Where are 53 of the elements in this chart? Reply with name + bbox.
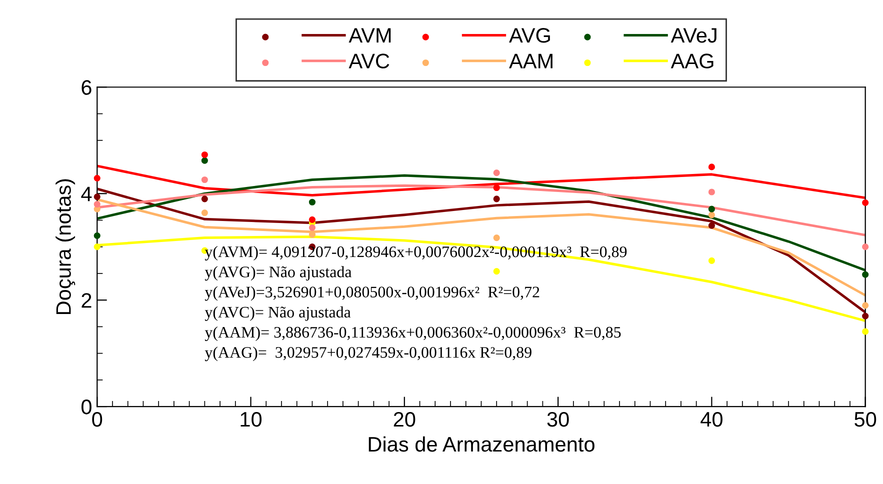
legend-label: AAM — [509, 54, 552, 68]
legend-label: AVM — [348, 28, 391, 43]
point — [201, 151, 208, 158]
x-tick-label: 0 — [92, 412, 102, 427]
point — [308, 224, 316, 231]
y-tick-label: 6 — [82, 80, 92, 95]
legend-label: AVG — [509, 28, 550, 43]
y-tick-label: 2 — [82, 293, 92, 308]
point — [201, 209, 208, 216]
point — [862, 328, 869, 335]
point — [94, 200, 100, 208]
point — [94, 232, 100, 239]
point — [708, 257, 715, 264]
point — [94, 194, 100, 200]
annotation: y(AVG)= Não ajustada — [204, 266, 352, 281]
point — [862, 199, 869, 206]
point — [708, 222, 715, 229]
x-axis-title: Dias de Armazenamento — [368, 436, 594, 452]
point — [862, 244, 869, 250]
x-tick-label: 20 — [394, 412, 416, 427]
point — [308, 198, 316, 206]
annotation: y(AAG)= 3,02957+0,027459x-0,001116x R²=0,89 — [204, 346, 532, 362]
point — [862, 302, 869, 309]
point — [708, 188, 715, 196]
point — [493, 234, 500, 242]
point — [94, 174, 100, 182]
point — [862, 271, 869, 278]
x-tick-label: 50 — [854, 412, 876, 427]
point — [493, 196, 500, 202]
point — [201, 196, 208, 202]
x-tick-label: 10 — [240, 412, 262, 427]
y-tick-label: 0 — [81, 400, 92, 414]
point — [201, 176, 208, 184]
annotation: y(AVeJ)=3,526901+0,080500x-0,001996x² R²=0,72 — [204, 286, 540, 301]
annotation: y(AVC)= Não ajustada — [204, 306, 351, 321]
legend-label: AVC — [348, 54, 390, 68]
legend-label: AAG — [670, 54, 714, 68]
point — [708, 164, 715, 170]
x-tick-label: 30 — [547, 412, 569, 427]
point — [708, 212, 715, 218]
point — [708, 206, 715, 212]
point — [862, 312, 869, 320]
legend-label: AVeJ — [670, 28, 716, 43]
point — [94, 244, 100, 250]
point — [493, 184, 500, 192]
point — [493, 170, 500, 176]
y-axis-title: Doçura (notas) — [56, 179, 76, 314]
point — [493, 268, 500, 275]
point — [308, 216, 316, 223]
point — [201, 157, 208, 164]
y-tick-label: 4 — [81, 186, 92, 202]
annotation: y(AAM)= 3,886736-0,113936x+0,006360x²-0,000096x³ R=0,85 — [204, 326, 621, 341]
x-tick-label: 40 — [700, 412, 722, 427]
